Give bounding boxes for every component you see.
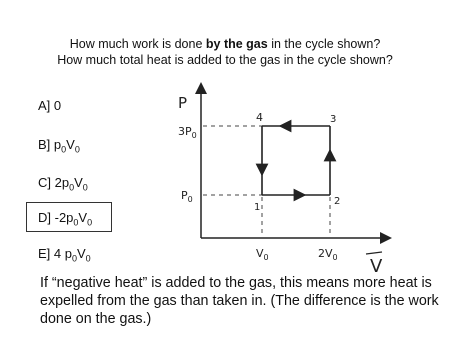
option: B] p0V0 (38, 137, 80, 155)
x-axis-label: V (370, 256, 383, 277)
y-label: 3P0 (178, 125, 197, 140)
option-text: V (66, 137, 75, 152)
option-sub: 0 (85, 253, 91, 264)
option-text: V (78, 210, 88, 225)
label-sub: 0 (264, 253, 269, 262)
guides (203, 125, 331, 236)
option-sub: 0 (61, 144, 67, 155)
option: D] -2p0V0 (38, 210, 92, 228)
answer-box (26, 202, 112, 232)
point-label: 4 (256, 111, 263, 124)
option-text: B] p (38, 137, 62, 152)
question: How much work is done by the gas in the … (0, 37, 450, 51)
point-label: 2 (334, 196, 340, 207)
x-label: 2V0 (318, 247, 338, 262)
question-text: in the cycle shown? (267, 37, 381, 51)
label-part: V (256, 247, 264, 260)
question-bold: by the gas (205, 37, 268, 51)
option-text: E] 4 p (38, 246, 72, 261)
label-part: P (181, 189, 188, 202)
question: How much total heat is added to the gas … (57, 53, 393, 67)
x-label: V0 (256, 247, 269, 262)
option-sub: 0 (73, 217, 79, 228)
option-sub: 0 (82, 182, 88, 193)
cycle (255, 119, 337, 202)
point-label: 1 (254, 202, 260, 213)
option-text: V (74, 175, 83, 190)
option-sub: 0 (69, 182, 75, 193)
axes (195, 82, 392, 244)
label-part: 3P (178, 125, 192, 138)
bar-over-v (365, 251, 383, 255)
question-text: How much work is done (69, 37, 206, 51)
option-text: A] 0 (38, 98, 62, 113)
option: E] 4 p0V0 (38, 246, 91, 264)
option-text: C] 2p (38, 175, 70, 190)
label-part: 2V (318, 247, 333, 260)
label-sub: 0 (192, 131, 197, 140)
y-label: P0 (181, 189, 193, 204)
option-sub: 0 (71, 253, 77, 264)
label-sub: 0 (188, 195, 193, 204)
note: If “negative heat” is added to the gas, … (40, 275, 439, 327)
option-text: D] -2p (38, 210, 74, 225)
option: C] 2p0V0 (38, 175, 88, 193)
option-text: V (76, 246, 86, 261)
option-sub: 0 (74, 144, 80, 155)
point-label: 3 (330, 114, 336, 125)
option: A] 0 (38, 98, 61, 113)
label-sub: 0 (333, 253, 338, 262)
option-sub: 0 (87, 217, 93, 228)
y-axis-label: P (178, 94, 187, 112)
